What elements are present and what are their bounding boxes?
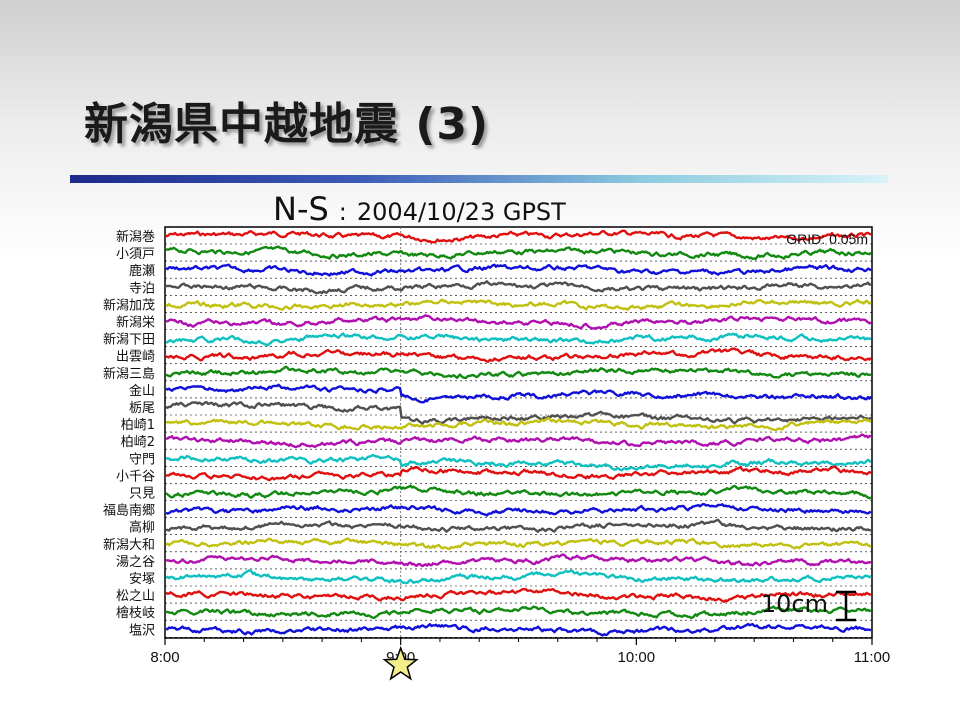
station-label: 新潟大和 — [103, 537, 155, 553]
series-line — [165, 298, 872, 311]
station-label: 新潟栄 — [116, 315, 155, 331]
station-label: 只見 — [129, 487, 155, 502]
station-label: 塩沢 — [129, 623, 155, 638]
chart-date: 2004/10/23 GPST — [356, 198, 566, 226]
station-label: 柏崎1 — [121, 418, 155, 433]
station-label: 栃尾 — [129, 401, 155, 416]
x-tick-label: 8:00 — [150, 649, 179, 666]
grid-note: GRID: 0.05m — [786, 231, 868, 247]
chart-component: N-S — [273, 190, 329, 228]
station-label: 柏崎2 — [121, 435, 155, 450]
station-label: 守門 — [129, 452, 155, 467]
station-label: 檜枝岐 — [116, 605, 155, 621]
series-line — [165, 453, 872, 472]
series-line — [166, 229, 872, 244]
series-line — [166, 280, 872, 295]
series-line — [165, 400, 872, 425]
series-line — [165, 518, 872, 533]
station-label: 新潟加茂 — [103, 297, 155, 313]
series-layer — [165, 229, 872, 637]
station-label: 鹿瀬 — [129, 263, 155, 279]
scale-bar-label: 10cm — [761, 590, 828, 618]
series-line — [165, 605, 872, 620]
series-line — [165, 433, 872, 449]
series-line — [165, 314, 872, 330]
station-label: 新潟巻 — [116, 229, 155, 245]
scale-bar — [836, 590, 856, 622]
chart-heading-separator: : — [338, 198, 347, 226]
station-label: 高柳 — [129, 520, 155, 536]
earthquake-star-icon — [382, 645, 419, 681]
series-line — [165, 502, 872, 517]
series-line — [165, 537, 872, 551]
series-line — [165, 465, 872, 482]
station-label: 新潟下田 — [103, 332, 155, 348]
x-tick-label: 10:00 — [618, 649, 656, 666]
series-line — [165, 383, 872, 404]
series-line — [165, 553, 872, 568]
series-line — [165, 332, 872, 347]
grid-layer — [165, 227, 872, 638]
slide-title: 新潟県中越地震 (3) — [84, 99, 490, 150]
series-line — [165, 263, 872, 277]
series-line — [165, 587, 872, 603]
x-tick-label: 11:00 — [854, 649, 890, 666]
series-line — [165, 484, 872, 500]
series-line — [165, 365, 872, 380]
station-label: 金山 — [129, 383, 155, 399]
station-label: 出雲崎 — [116, 350, 155, 365]
chart-heading: N-S:2004/10/23 GPST — [273, 190, 566, 228]
station-label: 寺泊 — [129, 281, 155, 296]
station-label: 福島南郷 — [103, 503, 155, 519]
title-rule — [70, 175, 888, 183]
station-label: 松之山 — [116, 589, 155, 604]
station-label: 小千谷 — [116, 469, 155, 484]
series-line — [165, 569, 872, 585]
station-label: 新潟三島 — [103, 366, 155, 382]
series-line — [165, 416, 872, 432]
series-line — [166, 347, 872, 363]
series-line — [165, 245, 872, 261]
series-line — [165, 622, 872, 637]
station-label: 湯之谷 — [116, 555, 155, 570]
station-label: 小須戸 — [116, 247, 155, 262]
station-label: 安塚 — [129, 572, 155, 587]
plot-frame — [164, 226, 873, 639]
